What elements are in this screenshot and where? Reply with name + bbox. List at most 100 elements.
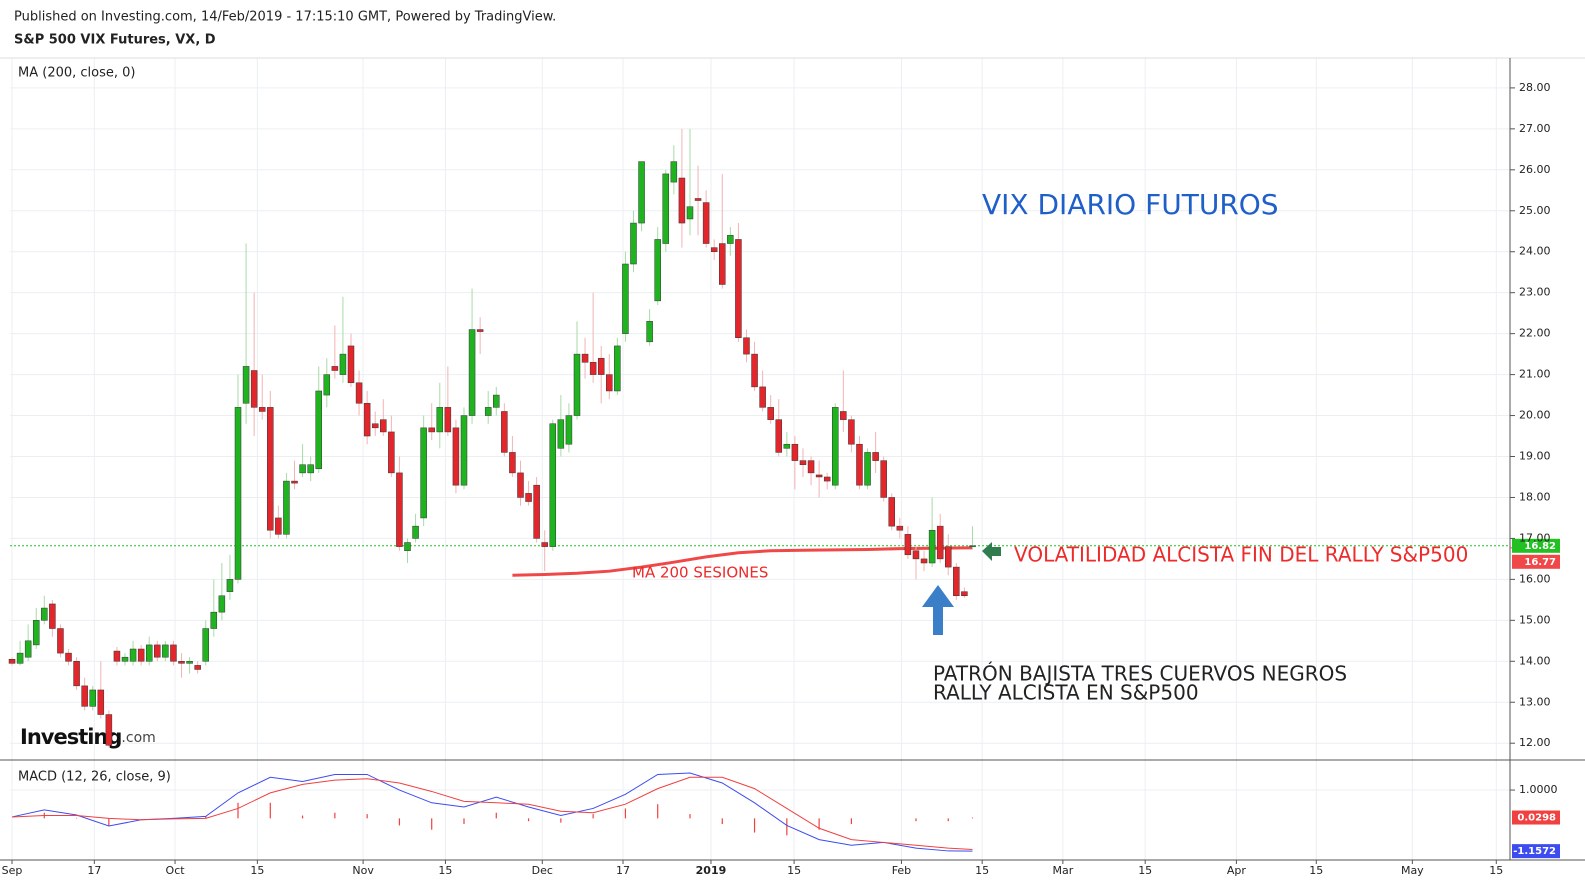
candle-body — [396, 472, 403, 547]
candle-body — [355, 382, 363, 404]
candle-body — [557, 419, 565, 449]
candle-body — [331, 366, 339, 371]
y-tick-label: 27.00 — [1519, 122, 1551, 135]
candle-body — [541, 542, 548, 547]
candle-body — [97, 689, 105, 715]
candle-body — [501, 411, 508, 453]
candle-body — [420, 427, 427, 519]
candle-body — [783, 443, 791, 449]
candle-body — [436, 407, 444, 433]
y-tick-label: 28.00 — [1519, 81, 1551, 94]
candle-body — [694, 198, 702, 201]
x-tick-label: Oct — [166, 864, 186, 877]
macd-line — [11, 772, 973, 852]
x-tick-label: Mar — [1052, 864, 1073, 877]
candle-body — [517, 472, 524, 498]
candle-body — [678, 177, 686, 224]
y-tick-label: 19.00 — [1519, 450, 1551, 463]
candle-body — [380, 419, 387, 433]
x-tick-label: 15 — [787, 864, 801, 877]
candle-body — [81, 685, 88, 707]
candle-body — [823, 476, 831, 482]
annotation: RALLY ALCISTA EN S&P500 — [933, 681, 1199, 705]
candle-body — [105, 714, 113, 746]
candle-body — [371, 423, 379, 429]
annotation: VIX DIARIO FUTUROS — [982, 188, 1279, 221]
candle-body — [468, 329, 476, 416]
candle-body — [961, 591, 968, 597]
candle-body — [864, 452, 871, 486]
grid-layer — [10, 58, 1510, 860]
candle-body — [953, 566, 960, 597]
ma-last-tag: 16.77 — [1524, 557, 1556, 568]
candle-body — [856, 443, 863, 486]
candle-body — [186, 661, 193, 664]
candle-body — [194, 665, 201, 670]
candle-body — [137, 648, 145, 662]
x-tick-label: 15 — [1309, 864, 1323, 877]
candle-body — [735, 239, 742, 338]
last-price-tag-bg — [1512, 538, 1560, 553]
candle-body — [57, 628, 64, 654]
x-tick-label: 15 — [250, 864, 264, 877]
candle-body — [767, 407, 774, 420]
indicator-label: MA (200, close, 0) — [18, 66, 135, 81]
candle-body — [622, 263, 629, 334]
candle-body — [573, 353, 581, 416]
candle-body — [775, 419, 783, 453]
candle-body — [597, 357, 605, 375]
candle-body — [509, 452, 516, 474]
candle-body — [484, 407, 492, 416]
candle-body — [533, 484, 540, 539]
candle-body — [969, 545, 976, 548]
candle-body — [242, 366, 250, 404]
x-tick-label: Sep — [2, 864, 23, 877]
candle-body — [896, 525, 904, 531]
candle-body — [363, 403, 371, 437]
x-tick-label: Feb — [892, 864, 911, 877]
y-tick-label: 22.00 — [1519, 327, 1551, 340]
candle-body — [218, 595, 226, 613]
candle-body — [799, 460, 807, 465]
y-tick-label: 13.00 — [1519, 695, 1551, 708]
x-tick-label: 15 — [1489, 864, 1503, 877]
candle-body — [832, 407, 839, 486]
candle-body — [945, 546, 952, 568]
candle-body — [815, 474, 823, 478]
candle-body — [16, 652, 24, 664]
candle-body — [170, 644, 177, 662]
annotation: MA 200 SESIONES — [632, 564, 768, 582]
candle-body — [452, 427, 460, 486]
candle-body — [686, 206, 694, 220]
candle-body — [210, 611, 218, 629]
x-tick-label: 15 — [438, 864, 452, 877]
y-tick-label: 21.00 — [1519, 368, 1551, 381]
candle-body — [32, 620, 40, 646]
candle-body — [307, 464, 314, 474]
x-tick-label: 17 — [616, 864, 630, 877]
candle-body — [654, 239, 661, 302]
candle-body — [202, 628, 209, 662]
x-tick-label: 15 — [975, 864, 989, 877]
candle-body — [250, 370, 258, 408]
candle-body — [162, 644, 169, 658]
candle-body — [872, 452, 879, 461]
published-note: Published on Investing.com, 14/Feb/2019 … — [14, 10, 556, 25]
annotation: PATRÓN BAJISTA TRES CUERVOS NEGROS — [933, 662, 1347, 686]
candle-body — [936, 525, 944, 560]
x-tick-label: 2019 — [696, 864, 727, 877]
hist-tag: 0.0298 — [1517, 813, 1556, 824]
y-tick-label: 12.00 — [1519, 736, 1551, 749]
candle-body — [589, 362, 597, 375]
macd-line — [11, 776, 973, 851]
y-tick-label: 25.00 — [1519, 204, 1551, 217]
candle-body — [476, 329, 484, 332]
candle-body — [234, 407, 242, 580]
candle-body — [267, 407, 274, 531]
candle-body — [904, 534, 912, 556]
candle-body — [41, 607, 48, 621]
logo-suffix: .com — [121, 730, 155, 746]
candle-body — [614, 345, 621, 392]
candle-body — [840, 411, 847, 420]
